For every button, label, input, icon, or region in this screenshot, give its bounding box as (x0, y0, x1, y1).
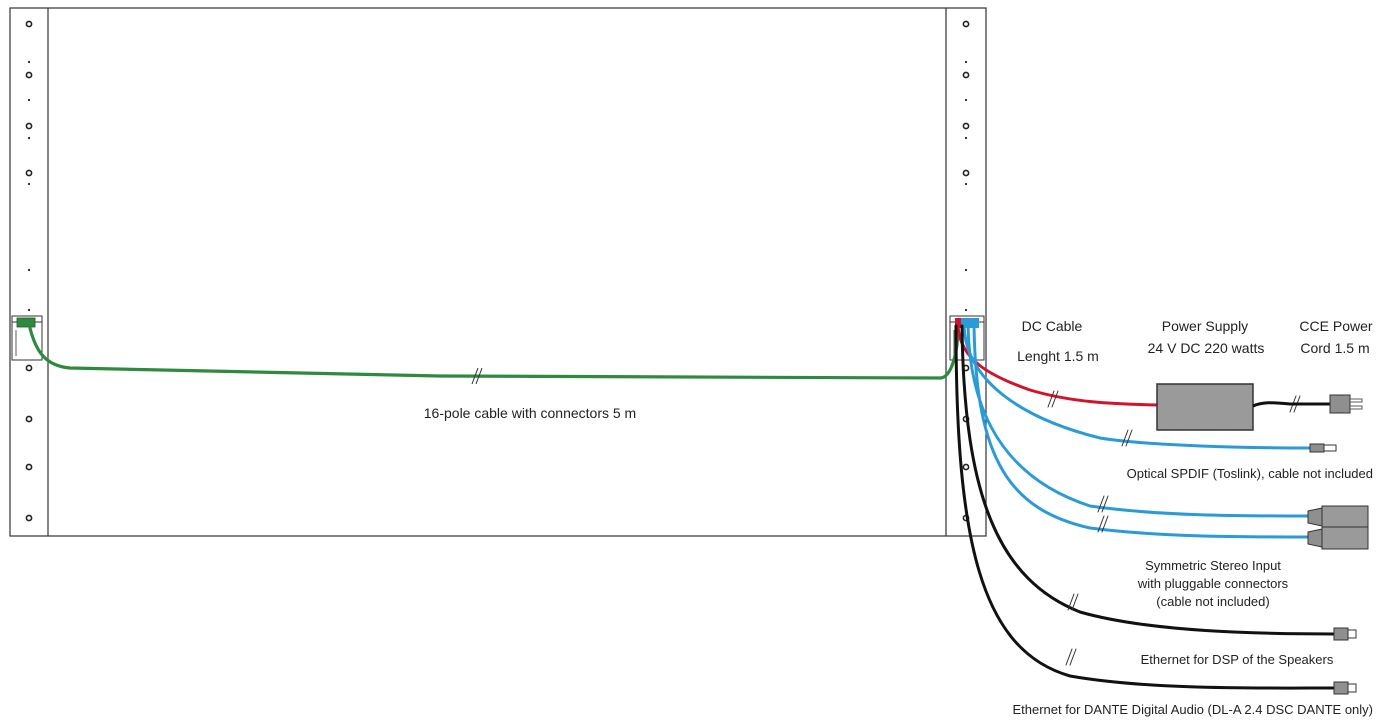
left-green-plug (16, 317, 36, 328)
dc-cable-length: Lenght 1.5 m (1017, 348, 1099, 364)
power-supply-title: Power Supply (1162, 318, 1248, 334)
ethernet-connector-icon-2 (1333, 681, 1357, 695)
power-supply-spec: 24 V DC 220 watts (1148, 340, 1265, 356)
power-plug-icon (1329, 394, 1363, 414)
stereo-line3: (cable not included) (1156, 594, 1269, 609)
power-supply-box (1156, 383, 1254, 431)
stereo-line1: Symmetric Stereo Input (1145, 558, 1281, 573)
left-rail-dots (27, 60, 31, 312)
main-cable-label: 16-pole cable with connectors 5 m (424, 405, 636, 421)
black-ethernet-dante-cable (954, 324, 1336, 690)
cable-break-mark (471, 367, 483, 385)
right-blue-plugs (961, 318, 979, 328)
dc-cable-title: DC Cable (1022, 318, 1083, 334)
cce-power-line2: Cord 1.5 m (1300, 340, 1369, 356)
panel-outline (9, 7, 987, 537)
speaker-panel (9, 7, 987, 537)
xlr-connector-icon-1 (1307, 505, 1369, 529)
blue-optical-cable (962, 324, 1312, 450)
right-red-plug (955, 318, 961, 328)
right-side-cables (954, 324, 1336, 690)
left-rail-holes (25, 20, 33, 522)
right-rail-dots (964, 60, 968, 312)
left-connector-bracket (11, 315, 43, 361)
power-supply (1156, 383, 1363, 431)
green-16-pole-cable (28, 326, 960, 385)
ethernet-dsp-label: Ethernet for DSP of the Speakers (1141, 652, 1334, 667)
optical-label: Optical SPDIF (Toslink), cable not inclu… (1127, 466, 1373, 481)
ethernet-connector-icon-1 (1333, 627, 1357, 641)
blue-stereo-cable-2 (972, 324, 1310, 539)
cce-power-cord (1252, 401, 1330, 408)
ethernet-dante-label: Ethernet for DANTE Digital Audio (DL-A 2… (1012, 702, 1373, 717)
xlr-connector-icon-2 (1307, 526, 1369, 550)
black-ethernet-dsp-cable (960, 324, 1336, 636)
red-dc-cable (956, 324, 1160, 407)
cce-power-line1: CCE Power (1299, 318, 1372, 334)
toslink-connector-icon (1309, 443, 1337, 453)
stereo-line2: with pluggable connectors (1137, 576, 1289, 591)
